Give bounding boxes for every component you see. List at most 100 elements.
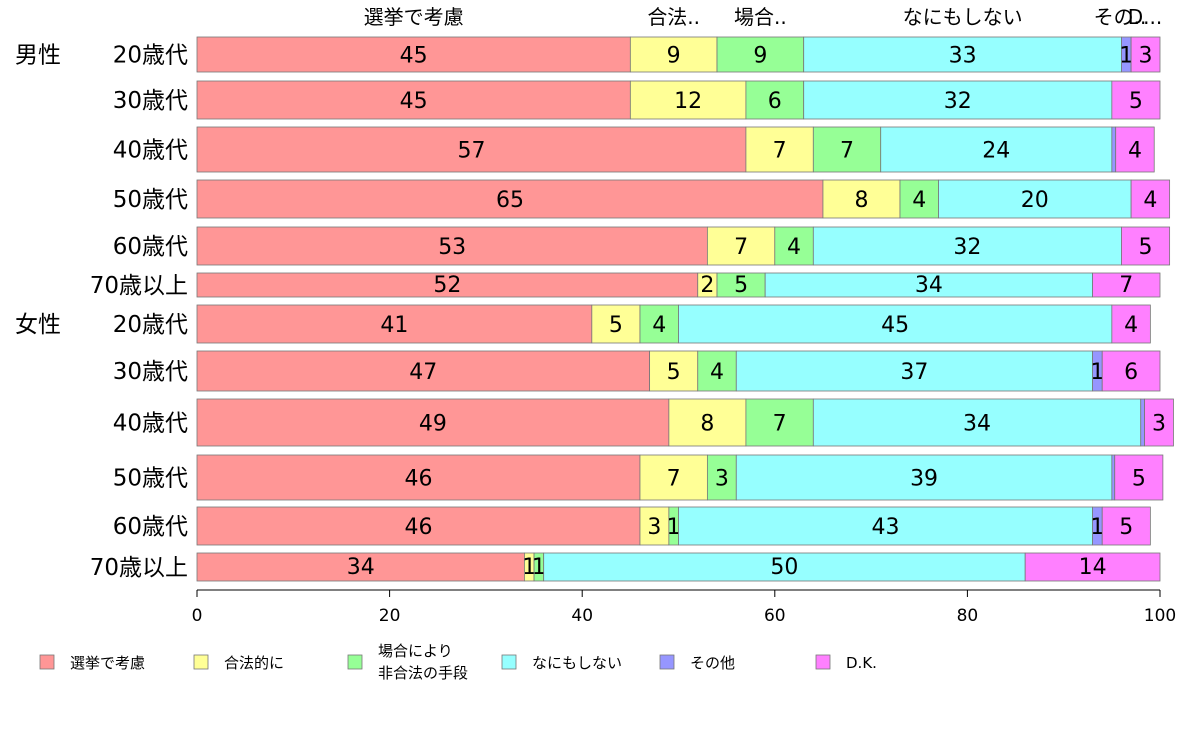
bar-value-label: 5 <box>1119 515 1133 540</box>
bar-segment <box>745 126 814 173</box>
group-label: 男性 <box>15 43 61 69</box>
bar-segment <box>196 350 651 392</box>
bar-value-label: 4 <box>912 188 926 213</box>
bar-segment <box>678 506 1093 546</box>
bar-segment <box>1140 398 1145 447</box>
bar-segment <box>735 350 1093 392</box>
bar-value-label: 50 <box>770 555 798 580</box>
x-tick-label: 0 <box>192 606 203 626</box>
category-label: 60歳代 <box>113 234 188 260</box>
bar-value-label: 8 <box>700 411 714 436</box>
bar-segment <box>735 454 1113 501</box>
bar-value-label: 5 <box>667 360 681 385</box>
bar-value-label: 7 <box>773 138 787 163</box>
legend-label: D.K. <box>846 654 877 672</box>
x-tick-label: 80 <box>957 606 979 626</box>
category-label: 70歳以上 <box>90 273 188 299</box>
bar-value-label: 47 <box>409 360 437 385</box>
bar-segment <box>639 304 679 344</box>
bar-value-label: 4 <box>1128 138 1142 163</box>
bar-value-label: 7 <box>734 235 748 260</box>
category-label: 60歳代 <box>113 514 188 540</box>
bar-segment <box>774 226 814 266</box>
category-label: 40歳代 <box>113 411 188 437</box>
bar-segment <box>1024 552 1161 582</box>
category-label: 50歳代 <box>113 187 188 213</box>
bar-value-label: 3 <box>715 466 729 491</box>
bar-segment <box>1121 226 1171 266</box>
bar-segment <box>649 350 699 392</box>
legend-label: その他 <box>690 654 735 672</box>
bar-segment <box>1115 126 1155 173</box>
bar-value-label: 7 <box>667 466 681 491</box>
legend-swatch <box>659 654 675 670</box>
bar-value-label: 4 <box>1143 188 1157 213</box>
group-label: 女性 <box>15 312 61 338</box>
bar-value-label: 20 <box>1021 188 1049 213</box>
bar-segment <box>1111 304 1151 344</box>
bar-segment <box>822 179 901 219</box>
bar-value-label: 5 <box>1132 466 1146 491</box>
bar-value-label: 3 <box>647 515 661 540</box>
top-label: 場合.. <box>734 5 787 29</box>
category-label: 20歳代 <box>113 43 188 69</box>
legend-label: 非合法の手段 <box>378 664 468 682</box>
bar-segment <box>697 350 737 392</box>
bar-value-label: 1 <box>1090 360 1104 385</box>
top-label: その.. <box>1094 5 1147 29</box>
bar-value-label: 57 <box>457 138 485 163</box>
bar-segment <box>639 506 670 546</box>
bar-segment <box>880 126 1113 173</box>
bar-segment <box>764 272 1093 298</box>
bar-value-label: 1 <box>532 555 546 580</box>
bar-segment <box>812 226 1122 266</box>
bar-value-label: 4 <box>787 235 801 260</box>
bar-value-label: 9 <box>667 43 681 68</box>
bar-segment <box>1101 350 1161 392</box>
bar-value-label: 33 <box>949 43 977 68</box>
bar-segment <box>706 454 737 501</box>
bar-segment <box>196 506 641 546</box>
x-tick-label: 60 <box>764 606 786 626</box>
bar-value-label: 1 <box>1090 515 1104 540</box>
bar-value-label: 1 <box>1119 43 1133 68</box>
legend-label: なにもしない <box>532 654 622 672</box>
bar-value-label: 34 <box>963 411 991 436</box>
category-label: 30歳代 <box>113 88 188 114</box>
category-label: 50歳代 <box>113 466 188 492</box>
bar-value-label: 45 <box>881 313 909 338</box>
bar-segment <box>1092 272 1161 298</box>
category-label: 40歳代 <box>113 138 188 164</box>
bar-segment <box>1111 454 1116 501</box>
category-label: 30歳代 <box>113 359 188 385</box>
bar-segment <box>629 80 747 120</box>
bar-segment <box>196 179 824 219</box>
x-tick-label: 20 <box>379 606 401 626</box>
bar-segment <box>1130 179 1171 219</box>
bar-value-label: 6 <box>1124 360 1138 385</box>
bar-value-label: 3 <box>1139 43 1153 68</box>
bar-segment <box>1114 454 1164 501</box>
bar-segment <box>543 552 1026 582</box>
bar-value-label: 9 <box>753 43 767 68</box>
bar-value-label: 52 <box>433 273 461 298</box>
bar-segment <box>591 304 641 344</box>
top-label: 合法.. <box>647 5 700 29</box>
bar-segment <box>803 36 1122 73</box>
bar-segment <box>668 398 747 447</box>
bar-segment <box>196 272 699 298</box>
bar-segment <box>196 80 631 120</box>
bar-value-label: 5 <box>734 273 748 298</box>
bar-value-label: 5 <box>1139 235 1153 260</box>
bar-value-label: 32 <box>944 89 972 114</box>
bar-value-label: 32 <box>953 235 981 260</box>
bar-value-label: 34 <box>347 555 375 580</box>
bar-value-label: 46 <box>404 466 432 491</box>
top-label: 選挙で考慮 <box>364 5 464 29</box>
bar-value-label: 5 <box>609 313 623 338</box>
bar-segment <box>1144 398 1174 447</box>
legend-swatch <box>193 654 209 670</box>
bar-segment <box>639 454 708 501</box>
bar-segment <box>706 226 776 266</box>
bar-segment <box>1101 506 1151 546</box>
